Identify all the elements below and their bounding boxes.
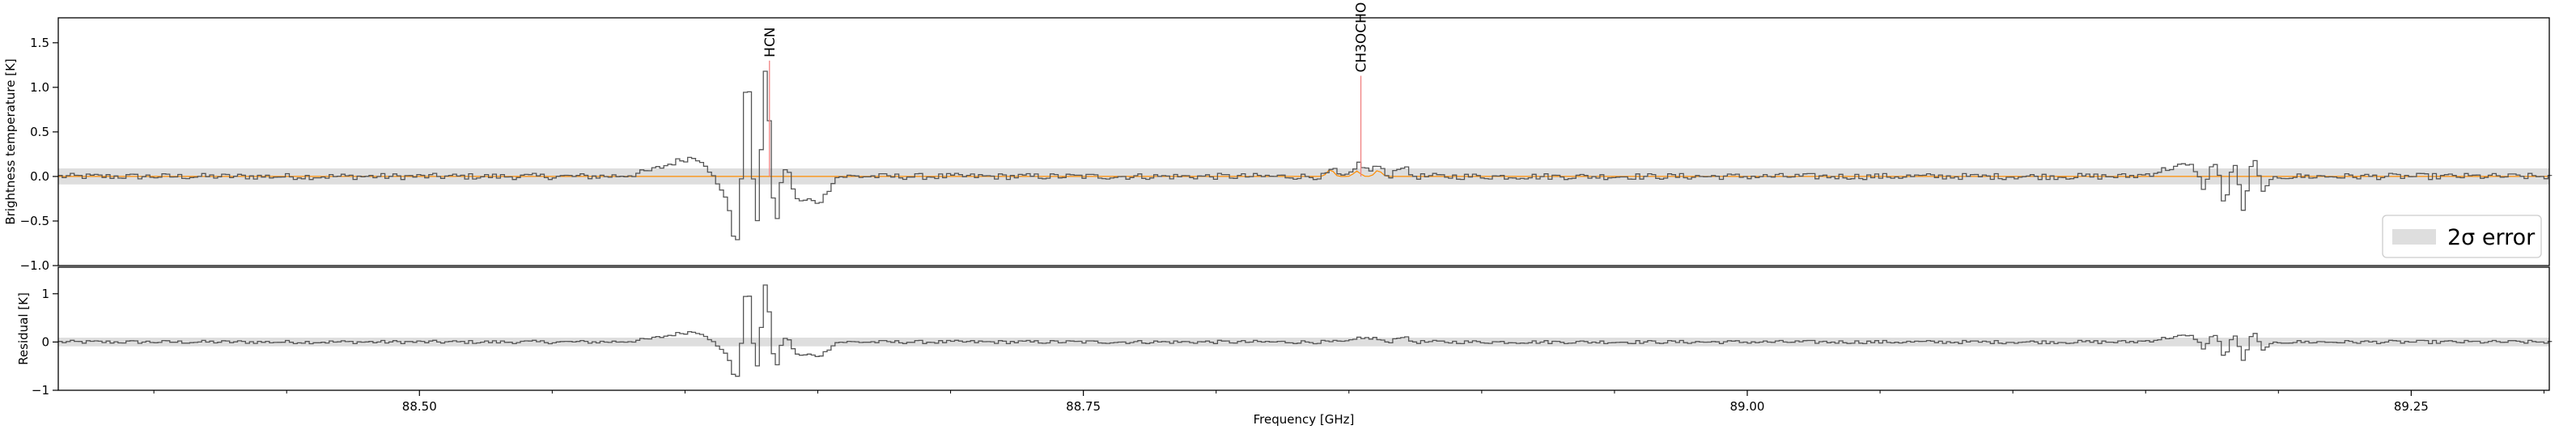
x-axis-label: Frequency [GHz] <box>1254 412 1355 427</box>
top-ytick-label-1: −0.5 <box>20 214 49 228</box>
spectrum-panel: HCN CH3OCHO −1.0 −0.5 0.0 0.5 1.0 1.5 Brightne… <box>3 2 2553 273</box>
top-ytick-label-4: 1.0 <box>30 80 49 95</box>
residual-y-axis-label: Residual [K] <box>16 292 31 365</box>
line-markers: HCN CH3OCHO <box>762 2 1370 177</box>
top-model-line <box>58 169 2548 177</box>
residual-ytick-label-0: −1 <box>32 383 49 398</box>
residual-axes-frame <box>57 266 2550 391</box>
top-axes-frame <box>57 17 2550 266</box>
residual-error-band <box>58 338 2549 347</box>
residual-y-ticks: −1 0 1 <box>32 287 58 398</box>
residual-panel: −1 0 1 88.50 88.75 89.00 89.25 Residual [K] F… <box>16 266 2553 427</box>
top-y-axis-label: Brightness temperature [K] <box>3 58 18 224</box>
residual-ytick-label-2: 1 <box>41 287 49 301</box>
legend-swatch <box>2392 229 2436 245</box>
xtick-label-0: 88.50 <box>402 399 437 414</box>
molecule-label-0: HCN <box>762 27 779 57</box>
legend-label: 2σ error <box>2447 225 2536 250</box>
xtick-label-1: 88.75 <box>1066 399 1101 414</box>
residual-spectrum <box>58 284 2553 377</box>
legend: 2σ error <box>2382 215 2542 258</box>
xtick-label-3: 89.25 <box>2394 399 2429 414</box>
top-observed-spectrum <box>58 70 2553 240</box>
molecule-label-1: CH3OCHO <box>1354 2 1370 73</box>
xtick-label-2: 89.00 <box>1730 399 1765 414</box>
top-y-ticks: −1.0 −0.5 0.0 0.5 1.0 1.5 <box>20 36 58 273</box>
top-ytick-label-0: −1.0 <box>20 258 49 273</box>
top-ytick-label-5: 1.5 <box>30 36 49 50</box>
top-ytick-label-2: 0.0 <box>30 169 49 184</box>
x-ticks: 88.50 88.75 89.00 89.25 <box>153 390 2544 414</box>
legend-box <box>2382 215 2542 258</box>
residual-ytick-label-1: 0 <box>41 334 49 349</box>
top-ytick-label-3: 0.5 <box>30 125 49 139</box>
